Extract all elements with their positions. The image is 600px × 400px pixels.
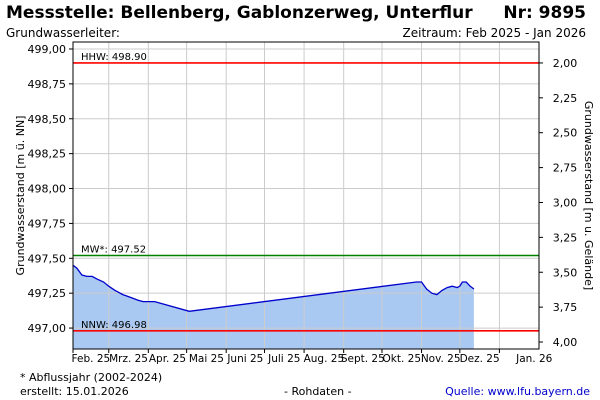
- x-tick-label: Dez. 25: [460, 353, 500, 365]
- y-right-tick-label: 3,25: [553, 231, 578, 244]
- y-right-tick-label: 2,00: [553, 57, 578, 70]
- mw-label: MW*: 497.52: [81, 245, 146, 256]
- y-tick-label: 498,50: [28, 113, 67, 126]
- station-number: Nr: 9895: [503, 3, 586, 23]
- y-tick-label: 497,00: [28, 322, 67, 335]
- y-tick-label: 498,75: [28, 78, 67, 91]
- y-tick-label: 497,50: [28, 252, 67, 265]
- water-level-line: [72, 264, 475, 312]
- hhw-label: HHW: 498.90: [81, 52, 147, 63]
- x-tick-label: Feb. 25: [72, 353, 111, 365]
- y-tick-label: 498,25: [28, 148, 67, 161]
- x-tick-label: Jan. 26: [515, 353, 553, 365]
- created-date: erstellt: 15.01.2026: [20, 385, 129, 398]
- y-right-tick-label: 2,25: [553, 92, 578, 105]
- nnw-label: NNW: 496.98: [81, 320, 147, 331]
- plot-frame: [72, 41, 540, 350]
- x-tick-label: Juni 25: [226, 353, 263, 365]
- x-tick-label: Okt. 25: [383, 353, 422, 365]
- y-tick-label: 498,00: [28, 183, 67, 196]
- y-right-tick-label: 3,00: [553, 196, 578, 209]
- aquifer-label: Grundwasserleiter:: [6, 26, 120, 40]
- y-right-tick-label: 4,00: [553, 336, 578, 349]
- y-axis-title-right: Grundwasserstand [m u. Gelände]: [582, 101, 595, 290]
- y-axis-title: Grundwasserstand [m ü. NN]: [14, 116, 27, 276]
- y-tick-label: 497,75: [28, 217, 67, 230]
- page-title: Messstelle: Bellenberg, Gablonzerweg, Un…: [6, 3, 473, 23]
- y-right-tick-label: 3,50: [553, 266, 578, 279]
- x-tick-label: Sept. 25: [341, 353, 385, 365]
- raw-data-label: - Rohdaten -: [284, 385, 352, 398]
- period-label: Zeitraum: Feb 2025 - Jan 2026: [402, 26, 587, 40]
- y-right-tick-label: 2,50: [553, 127, 578, 140]
- x-tick-label: Nov. 25: [421, 353, 461, 365]
- y-right-tick-label: 3,75: [553, 301, 578, 314]
- source-link[interactable]: Quelle: www.lfu.bayern.de: [445, 385, 590, 398]
- y-right-tick-label: 2,75: [553, 162, 578, 175]
- x-tick-label: Apr. 25: [149, 353, 186, 365]
- x-tick-label: Mai 25: [189, 353, 224, 365]
- y-tick-label: 497,25: [28, 287, 67, 300]
- x-tick-label: Aug. 25: [304, 353, 345, 365]
- x-tick-label: Juli 25: [267, 353, 300, 365]
- footnote: * Abflussjahr (2002-2024): [20, 371, 163, 384]
- x-tick-label: Mrz. 25: [109, 353, 148, 365]
- y-tick-label: 499,00: [28, 43, 67, 56]
